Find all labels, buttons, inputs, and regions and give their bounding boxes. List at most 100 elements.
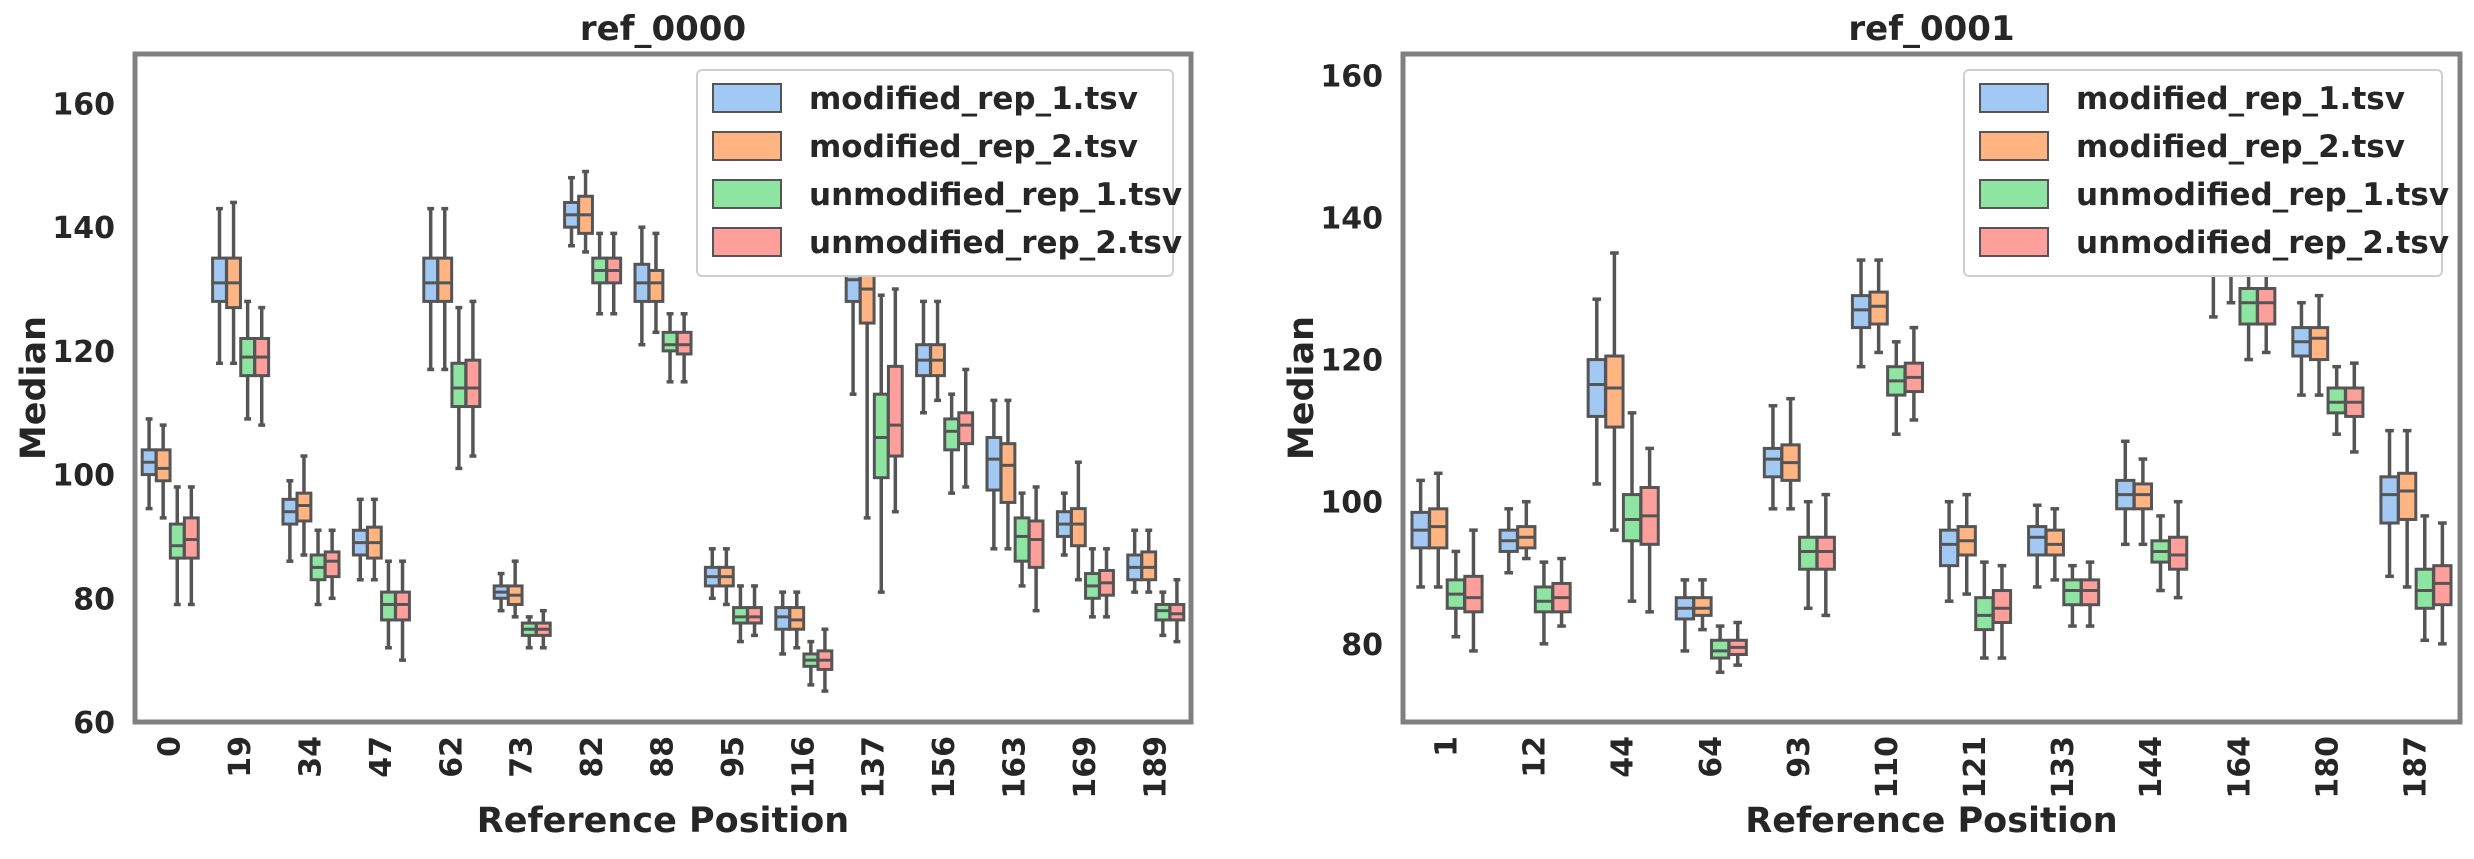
box-iqr bbox=[394, 590, 411, 622]
box-iqr bbox=[1815, 535, 1836, 571]
box-0-0 bbox=[140, 417, 158, 511]
x-tick-label: 93 bbox=[1782, 736, 1817, 778]
y-tick-label: 140 bbox=[1320, 201, 1383, 236]
x-tick-label: 95 bbox=[716, 736, 751, 778]
x-tick-label: 164 bbox=[2222, 736, 2257, 799]
box-62-3 bbox=[464, 299, 482, 458]
y-axis-label: Median bbox=[14, 316, 54, 460]
legend: modified_rep_1.tsv modified_rep_2.tsvunmo… bbox=[696, 69, 1182, 277]
box-34-3 bbox=[323, 528, 341, 601]
box-iqr bbox=[2027, 525, 2048, 557]
legend-swatch bbox=[1979, 227, 2049, 257]
x-axis-label: Reference Position bbox=[477, 801, 849, 841]
x-tick-label: 121 bbox=[1958, 736, 1993, 799]
box-121-3 bbox=[1991, 563, 2013, 660]
chart-panel-1: 80 100 120 140 160 1 12 44 64 93 110 121 133 144 164 18… bbox=[1282, 9, 2463, 841]
box-93-1 bbox=[1780, 396, 1801, 511]
legend-item: modified_rep_2.tsv bbox=[712, 129, 1138, 165]
box-47-3 bbox=[394, 559, 411, 662]
box-iqr bbox=[774, 606, 792, 631]
legend-box bbox=[1963, 69, 2443, 277]
box-iqr bbox=[1463, 574, 1484, 614]
box-180-2 bbox=[2326, 364, 2347, 436]
box-iqr bbox=[422, 256, 440, 303]
box-116-1 bbox=[788, 590, 806, 650]
box-133-0 bbox=[2027, 503, 2048, 589]
legend-swatch bbox=[712, 179, 782, 209]
box-iqr bbox=[872, 392, 890, 480]
box-iqr bbox=[1991, 589, 2013, 625]
x-tick-label: 47 bbox=[364, 736, 399, 778]
x-tick-label: 133 bbox=[2046, 736, 2081, 799]
box-iqr bbox=[1974, 596, 1995, 632]
box-iqr bbox=[2079, 578, 2101, 607]
box-163-2 bbox=[1013, 491, 1031, 588]
x-tick-label: 1 bbox=[1430, 736, 1465, 757]
box-82-0 bbox=[563, 175, 580, 248]
chart-title: ref_0001 bbox=[1848, 9, 2014, 49]
box-iqr bbox=[436, 256, 454, 303]
x-tick-label: 12 bbox=[1518, 736, 1553, 778]
box-12-0 bbox=[1498, 507, 1519, 575]
legend: modified_rep_1.tsv modified_rep_2.tsvunmo… bbox=[1963, 69, 2449, 277]
box-iqr bbox=[1168, 602, 1186, 622]
box-iqr bbox=[985, 435, 1003, 492]
legend-label: modified_rep_1.tsv bbox=[809, 81, 1138, 117]
box-iqr bbox=[661, 330, 679, 353]
box-180-1 bbox=[2308, 293, 2330, 397]
legend-item: modified_rep_2.tsv bbox=[1979, 129, 2405, 165]
legend-item: modified_rep_1.tsv bbox=[1979, 81, 2405, 117]
box-156-3 bbox=[957, 367, 975, 489]
box-44-3 bbox=[1639, 446, 1660, 614]
legend-label: modified_rep_2.tsv bbox=[2076, 129, 2405, 165]
x-axis-label: Reference Position bbox=[1745, 801, 2117, 841]
box-iqr bbox=[1069, 507, 1087, 548]
box-0-2 bbox=[168, 485, 186, 607]
box-44-1 bbox=[1604, 251, 1625, 532]
box-64-3 bbox=[1727, 620, 1748, 667]
box-iqr bbox=[746, 606, 763, 625]
x-tick-label: 62 bbox=[434, 736, 469, 778]
legend-label: unmodified_rep_1.tsv bbox=[809, 177, 1182, 213]
box-0-1 bbox=[154, 423, 172, 520]
box-iqr bbox=[732, 606, 749, 625]
boxes-group bbox=[140, 169, 1186, 693]
box-110-1 bbox=[1868, 258, 1889, 355]
box-110-3 bbox=[1903, 325, 1925, 422]
box-iqr bbox=[2308, 326, 2330, 362]
box-187-1 bbox=[2397, 428, 2418, 589]
box-iqr bbox=[450, 361, 468, 409]
x-tick-label: 180 bbox=[2310, 736, 2345, 799]
box-iqr bbox=[1938, 528, 1960, 568]
box-144-1 bbox=[2132, 457, 2154, 547]
legend-label: unmodified_rep_2.tsv bbox=[2076, 225, 2449, 261]
box-64-1 bbox=[1692, 578, 1713, 632]
box-iqr bbox=[886, 364, 904, 458]
y-tick-label: 60 bbox=[73, 706, 115, 741]
box-64-2 bbox=[1709, 624, 1731, 675]
box-116-0 bbox=[774, 590, 792, 656]
box-82-2 bbox=[591, 231, 609, 316]
legend-swatch bbox=[712, 131, 782, 161]
box-189-3 bbox=[1168, 577, 1186, 644]
legend-label: unmodified_rep_2.tsv bbox=[809, 225, 1182, 261]
box-iqr bbox=[323, 550, 341, 579]
box-95-1 bbox=[717, 547, 735, 607]
box-82-3 bbox=[605, 231, 623, 316]
legend-box bbox=[696, 69, 1174, 277]
box-189-2 bbox=[1154, 590, 1172, 638]
x-tick-label: 156 bbox=[927, 736, 962, 799]
box-iqr bbox=[1533, 585, 1555, 614]
x-tick-label: 163 bbox=[998, 736, 1033, 799]
box-133-3 bbox=[2079, 560, 2101, 628]
box-iqr bbox=[788, 606, 806, 631]
x-tick-label: 34 bbox=[294, 736, 329, 778]
box-73-3 bbox=[534, 608, 552, 650]
x-tick-label: 64 bbox=[1694, 736, 1729, 778]
legend-label: modified_rep_1.tsv bbox=[2076, 81, 2405, 117]
y-tick-label: 100 bbox=[52, 459, 115, 494]
legend-swatch bbox=[1979, 83, 2049, 113]
x-tick-label: 144 bbox=[2134, 736, 2169, 799]
box-iqr bbox=[675, 330, 693, 356]
